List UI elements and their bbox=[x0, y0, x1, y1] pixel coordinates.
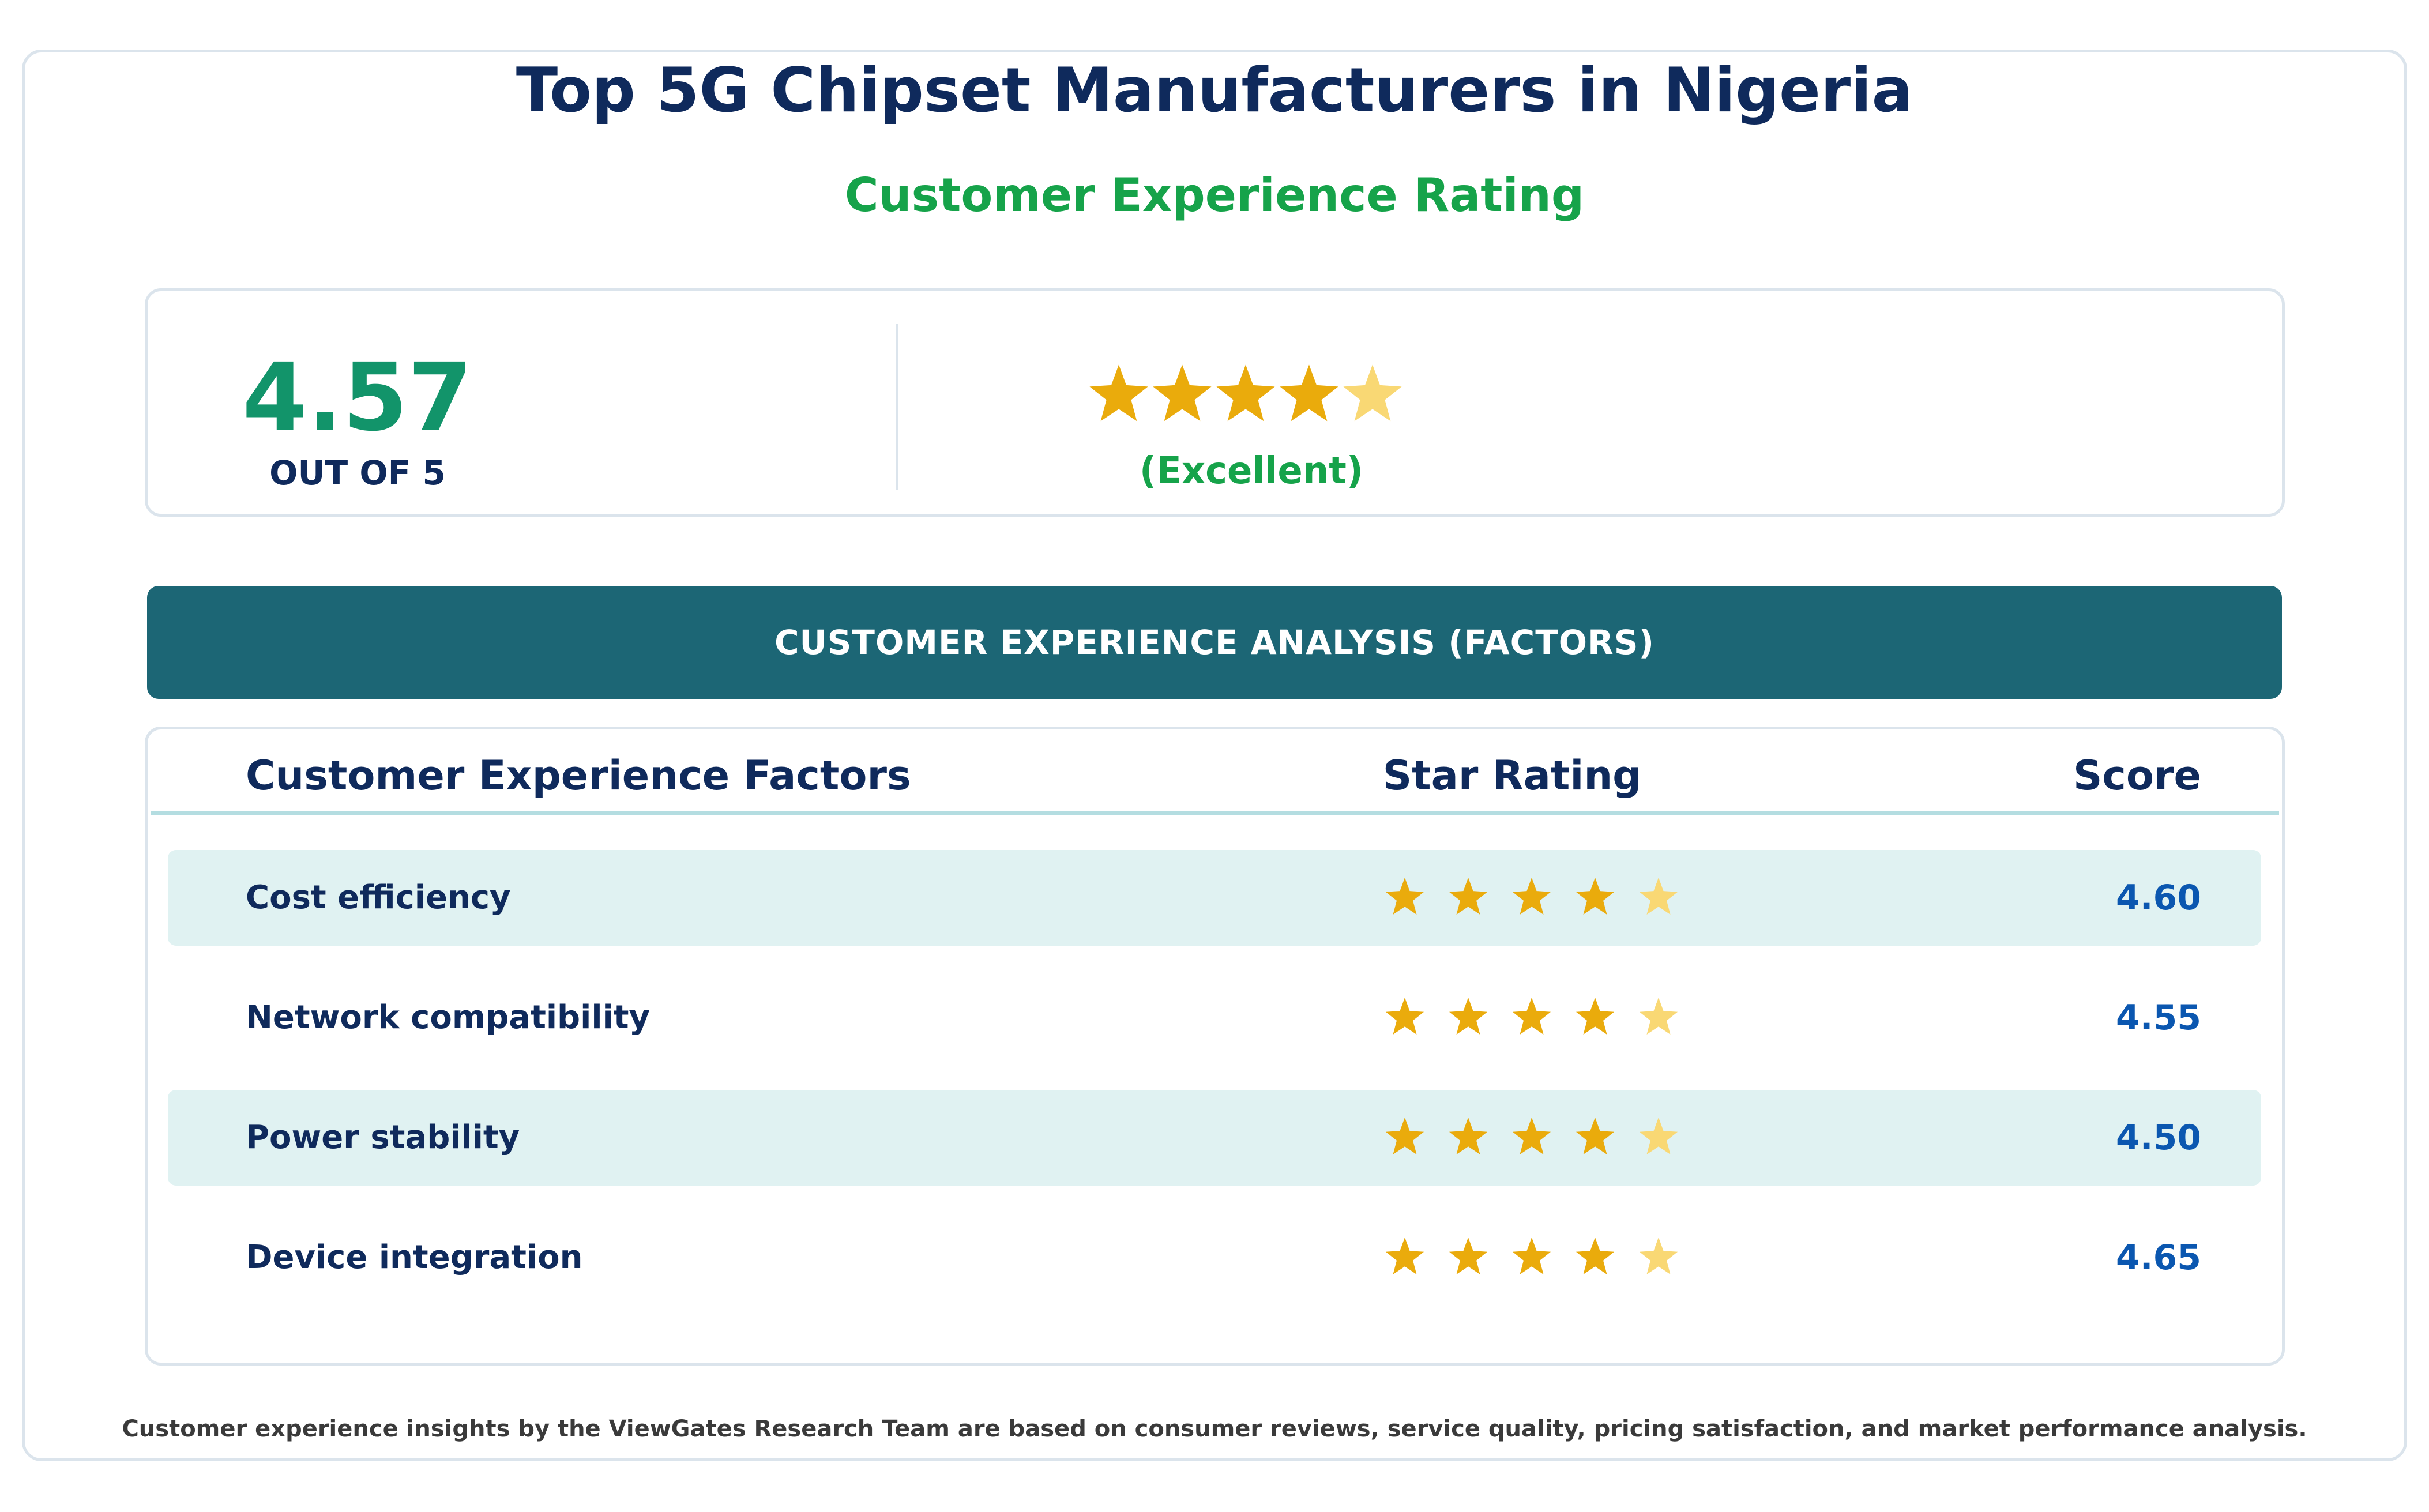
factor-label: Power stability bbox=[246, 1119, 520, 1156]
summary-divider bbox=[896, 324, 898, 490]
table-header-rule bbox=[151, 811, 2279, 815]
factor-score: 4.65 bbox=[2115, 1238, 2201, 1278]
page-subtitle: Customer Experience Rating bbox=[844, 168, 1585, 222]
table-row: Cost efficiency 4.60 bbox=[168, 850, 2261, 946]
column-header-score: Score bbox=[2073, 752, 2201, 799]
star-full-icon bbox=[1512, 1117, 1551, 1154]
star-partial-icon bbox=[1639, 1117, 1678, 1154]
star-full-icon bbox=[1153, 364, 1212, 422]
star-full-icon bbox=[1216, 364, 1275, 422]
star-full-icon bbox=[1512, 877, 1551, 915]
star-full-icon bbox=[1449, 1237, 1488, 1274]
report-card-frame bbox=[22, 50, 2407, 1461]
star-full-icon bbox=[1449, 877, 1488, 915]
star-full-icon bbox=[1089, 364, 1148, 422]
column-header-factor: Customer Experience Factors bbox=[246, 752, 911, 799]
factor-star-rating bbox=[1384, 996, 1730, 1040]
factor-score: 4.60 bbox=[2115, 878, 2201, 918]
factor-star-rating bbox=[1384, 1116, 1730, 1160]
star-partial-icon bbox=[1639, 997, 1678, 1035]
star-full-icon bbox=[1385, 997, 1424, 1035]
star-full-icon bbox=[1385, 877, 1424, 915]
star-full-icon bbox=[1512, 1237, 1551, 1274]
star-full-icon bbox=[1576, 877, 1615, 915]
table-row: Device integration 4.65 bbox=[168, 1210, 2261, 1306]
section-banner-label: CUSTOMER EXPERIENCE ANALYSIS (FACTORS) bbox=[774, 623, 1655, 662]
factor-label: Device integration bbox=[246, 1239, 583, 1276]
factor-star-rating bbox=[1384, 876, 1730, 920]
overall-score-scale: OUT OF 5 bbox=[269, 453, 446, 492]
summary-card bbox=[145, 288, 2285, 517]
section-banner: CUSTOMER EXPERIENCE ANALYSIS (FACTORS) bbox=[147, 586, 2282, 699]
column-header-star-rating: Star Rating bbox=[1382, 752, 1642, 799]
star-full-icon bbox=[1576, 1237, 1615, 1274]
overall-verdict: (Excellent) bbox=[1139, 450, 1364, 492]
star-full-icon bbox=[1576, 1117, 1615, 1154]
star-full-icon bbox=[1385, 1237, 1424, 1274]
table-row: Power stability 4.50 bbox=[168, 1090, 2261, 1186]
star-full-icon bbox=[1449, 1117, 1488, 1154]
star-partial-icon bbox=[1343, 364, 1402, 422]
factor-score: 4.50 bbox=[2115, 1118, 2201, 1158]
table-row: Network compatibility 4.55 bbox=[168, 970, 2261, 1066]
footnote: Customer experience insights by the View… bbox=[122, 1416, 2307, 1442]
star-full-icon bbox=[1449, 997, 1488, 1035]
star-partial-icon bbox=[1639, 877, 1678, 915]
factor-star-rating bbox=[1384, 1236, 1730, 1280]
star-full-icon bbox=[1280, 364, 1338, 422]
overall-score: 4.57 bbox=[242, 344, 473, 452]
factor-score: 4.55 bbox=[2115, 998, 2201, 1038]
factor-label: Network compatibility bbox=[246, 999, 650, 1036]
star-partial-icon bbox=[1639, 1237, 1678, 1274]
star-full-icon bbox=[1576, 997, 1615, 1035]
star-full-icon bbox=[1512, 997, 1551, 1035]
page-title: Top 5G Chipset Manufacturers in Nigeria bbox=[516, 55, 1913, 126]
factors-table bbox=[145, 727, 2285, 1366]
star-full-icon bbox=[1385, 1117, 1424, 1154]
overall-star-rating bbox=[1087, 362, 1445, 437]
factor-label: Cost efficiency bbox=[246, 879, 511, 916]
